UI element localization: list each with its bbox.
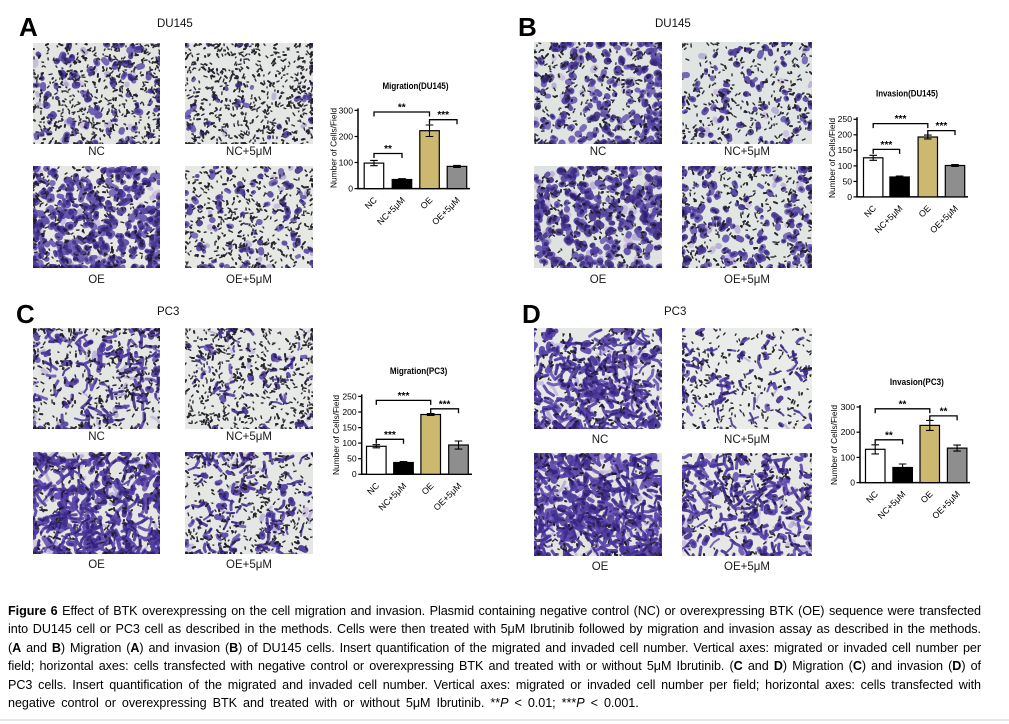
svg-text:50: 50 bbox=[347, 454, 357, 464]
svg-text:300: 300 bbox=[339, 105, 354, 115]
svg-text:0: 0 bbox=[348, 184, 353, 194]
svg-text:***: *** bbox=[437, 110, 449, 121]
svg-text:NC: NC bbox=[365, 480, 382, 497]
svg-text:200: 200 bbox=[339, 131, 354, 141]
svg-text:OE: OE bbox=[919, 489, 935, 505]
svg-text:OE+5μM: OE+5μM bbox=[928, 203, 960, 235]
svg-text:NC+5μM: NC+5μM bbox=[876, 489, 908, 521]
svg-text:100: 100 bbox=[339, 157, 354, 167]
svg-text:100: 100 bbox=[838, 161, 853, 171]
svg-text:200: 200 bbox=[838, 130, 853, 140]
svg-text:OE+5μM: OE+5μM bbox=[930, 489, 962, 521]
svg-text:Number of Cells/Field: Number of Cells/Field bbox=[329, 108, 339, 188]
svg-text:200: 200 bbox=[342, 407, 357, 417]
svg-text:100: 100 bbox=[841, 452, 856, 462]
svg-text:150: 150 bbox=[838, 145, 853, 155]
svg-text:**: ** bbox=[398, 103, 406, 114]
svg-text:**: ** bbox=[384, 144, 392, 155]
svg-text:NC: NC bbox=[864, 488, 881, 505]
svg-text:***: *** bbox=[881, 140, 893, 151]
svg-text:Number of Cells/Field: Number of Cells/Field bbox=[829, 405, 839, 485]
svg-text:200: 200 bbox=[841, 427, 856, 437]
svg-text:0: 0 bbox=[850, 478, 855, 488]
svg-text:Invasion(PC3): Invasion(PC3) bbox=[890, 377, 944, 387]
svg-text:**: ** bbox=[940, 406, 948, 417]
svg-text:Migration(DU145): Migration(DU145) bbox=[383, 81, 449, 91]
svg-text:50: 50 bbox=[842, 176, 852, 186]
svg-text:300: 300 bbox=[841, 402, 856, 412]
svg-text:250: 250 bbox=[342, 391, 357, 401]
svg-text:Number of Cells/Field: Number of Cells/Field bbox=[827, 118, 837, 198]
svg-text:OE: OE bbox=[420, 481, 436, 497]
svg-text:OE+5μM: OE+5μM bbox=[431, 481, 463, 513]
svg-text:**: ** bbox=[899, 399, 907, 410]
svg-text:Migration(PC3): Migration(PC3) bbox=[390, 366, 448, 376]
svg-text:OE: OE bbox=[917, 203, 933, 219]
svg-text:**: ** bbox=[885, 430, 893, 441]
svg-text:0: 0 bbox=[352, 469, 357, 479]
svg-text:Invasion(DU145): Invasion(DU145) bbox=[876, 89, 938, 99]
svg-text:OE: OE bbox=[418, 195, 434, 211]
svg-text:NC+5μM: NC+5μM bbox=[375, 195, 407, 227]
svg-text:250: 250 bbox=[838, 114, 853, 124]
svg-text:***: *** bbox=[439, 399, 451, 410]
svg-text:***: *** bbox=[384, 430, 396, 441]
svg-text:NC: NC bbox=[363, 194, 380, 211]
svg-text:NC+5μM: NC+5μM bbox=[873, 203, 905, 235]
svg-text:***: *** bbox=[398, 391, 410, 402]
svg-text:100: 100 bbox=[342, 438, 357, 448]
svg-text:OE+5μM: OE+5μM bbox=[430, 195, 462, 227]
svg-text:Number of Cells/Field: Number of Cells/Field bbox=[331, 395, 341, 475]
svg-text:NC+5μM: NC+5μM bbox=[376, 481, 408, 513]
svg-text:150: 150 bbox=[342, 423, 357, 433]
svg-text:***: *** bbox=[895, 114, 907, 125]
svg-text:***: *** bbox=[936, 121, 948, 132]
svg-text:0: 0 bbox=[847, 192, 852, 202]
svg-text:NC: NC bbox=[862, 203, 879, 220]
